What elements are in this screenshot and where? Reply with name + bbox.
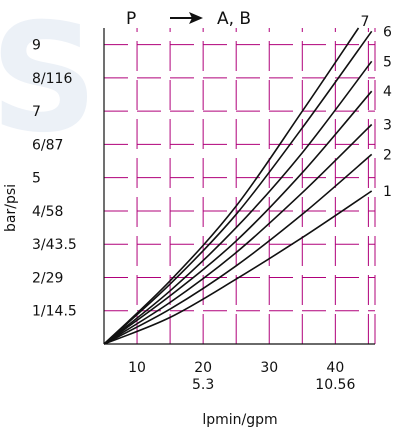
x-tick-label: 20 (194, 360, 212, 376)
series-lines (103, 27, 373, 345)
series-line-6 (103, 30, 373, 345)
series-label-4: 4 (383, 84, 392, 100)
y-tick-label: 9 (32, 38, 41, 54)
y-tick-label: 4/58 (32, 204, 63, 220)
series-label-5: 5 (383, 54, 392, 70)
series-line-1 (103, 190, 373, 345)
x-tick-label: 40 (326, 360, 344, 376)
y-axis-label: bar/psi (3, 184, 19, 232)
series-line-5 (103, 60, 373, 345)
y-tick-label: 1/14.5 (32, 304, 77, 320)
series-label-2: 2 (383, 147, 392, 163)
series-line-7 (103, 27, 360, 345)
x-tick-label: 10 (128, 360, 146, 376)
series-label-1: 1 (383, 184, 392, 200)
y-tick-labels: 1/14.5 2/29 3/43.5 4/58 5 6/87 7 8/116 9 (32, 38, 77, 320)
series-line-3 (103, 123, 373, 345)
y-tick-label: 6/87 (32, 137, 63, 153)
x-axis-label: lpmin/gpm (202, 412, 277, 428)
x-tick-sublabel: 10.56 (315, 377, 355, 393)
series-label-7: 7 (360, 14, 369, 30)
y-tick-label: 3/43.5 (32, 237, 77, 253)
series-label-3: 3 (383, 117, 392, 133)
y-tick-label: 2/29 (32, 270, 63, 286)
series-line-4 (103, 90, 373, 345)
arrow-right-icon (170, 12, 203, 24)
series-line-2 (103, 153, 373, 345)
y-tick-label: 7 (32, 104, 41, 120)
y-tick-label: 8/116 (32, 71, 72, 87)
y-tick-label: 5 (32, 171, 41, 187)
series-labels: 1 2 3 4 5 67 (360, 14, 392, 200)
series-label-6: 6 (383, 24, 392, 40)
x-tick-sublabel: 5.3 (192, 377, 214, 393)
title-right: A, B (217, 9, 251, 29)
watermark-logo: S (0, 0, 98, 166)
x-tick-label: 30 (260, 360, 278, 376)
title-left: P (126, 9, 136, 29)
